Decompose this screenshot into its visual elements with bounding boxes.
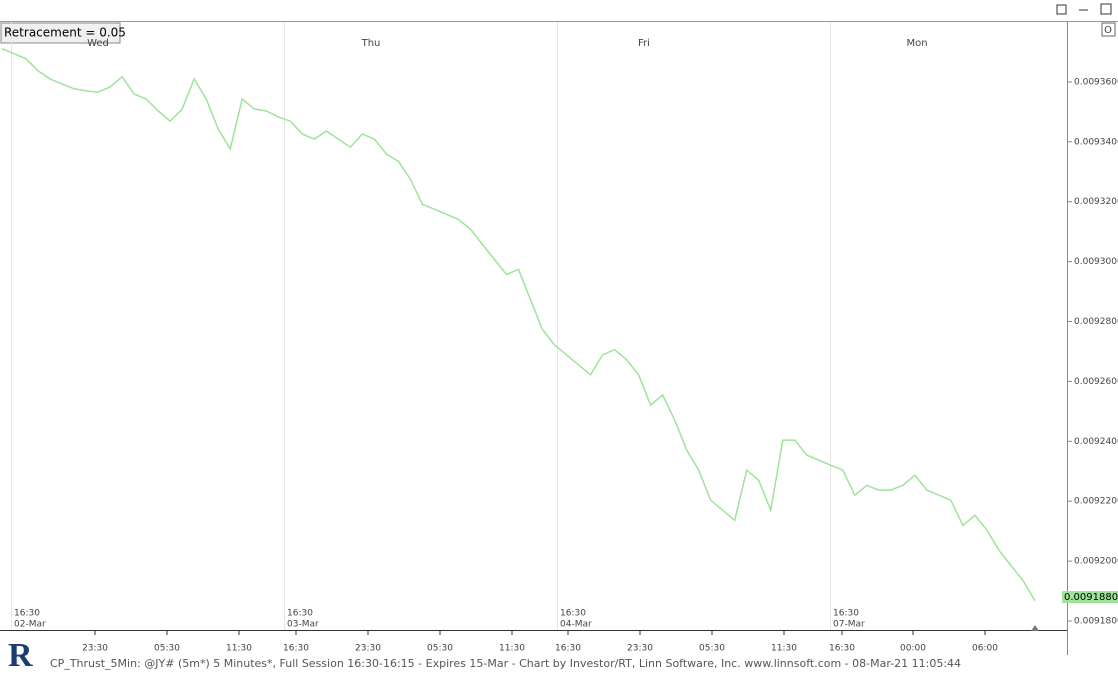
x-tick-label: 23:30 <box>627 644 653 654</box>
x-tick-label: 05:30 <box>427 644 453 654</box>
day-name: Fri <box>638 38 650 49</box>
x-tick-label: 23:30 <box>355 644 381 654</box>
x-tick-label: 00:00 <box>900 644 926 654</box>
logo: R <box>8 637 33 674</box>
maximize-button[interactable] <box>1100 3 1112 15</box>
x-tick-label: 11:30 <box>771 644 797 654</box>
footer: CP_Thrust_5Min: @JY# (5m*) 5 Minutes*, F… <box>50 657 961 670</box>
day-name: Wed <box>87 38 109 49</box>
indicator-box <box>0 22 121 44</box>
y-tick-label: 0.0093000 <box>1074 257 1118 267</box>
x-tick-label: 05:30 <box>699 644 725 654</box>
options-button[interactable] <box>1101 22 1116 37</box>
x-tick-label: 16:30 <box>829 644 855 654</box>
x-tick-label: 11:30 <box>499 644 525 654</box>
y-tick-label: 0.0092000 <box>1074 557 1118 567</box>
y-tick-label: 0.0092400 <box>1074 437 1118 447</box>
day-time: 16:30 <box>287 609 313 619</box>
x-tick-label: 05:30 <box>154 644 180 654</box>
last-bar-marker <box>1031 625 1039 631</box>
day-date: 03-Mar <box>287 620 319 630</box>
day-time: 16:30 <box>560 609 586 619</box>
day-date: 07-Mar <box>833 620 865 630</box>
day-time: 16:30 <box>833 609 859 619</box>
last-price-label: 0.0091880 <box>1064 592 1118 603</box>
restore-button[interactable] <box>1056 4 1067 15</box>
day-time: 16:30 <box>14 609 40 619</box>
y-tick-label: 0.0092800 <box>1074 317 1118 327</box>
x-tick-label: 23:30 <box>82 644 108 654</box>
day-date: 04-Mar <box>560 620 592 630</box>
x-tick-label: 16:30 <box>555 644 581 654</box>
y-tick-label: 0.0093600 <box>1074 77 1118 87</box>
x-tick-label: 06:00 <box>972 644 998 654</box>
y-tick-label: 0.0091800 <box>1074 617 1118 627</box>
last-price-box <box>1062 591 1118 604</box>
options-glyph: O <box>1104 25 1112 36</box>
price-line <box>1 48 1036 601</box>
y-tick-label: 0.0092200 <box>1074 497 1118 507</box>
day-name: Thu <box>361 38 381 49</box>
x-tick-label: 11:30 <box>226 644 252 654</box>
day-date: 02-Mar <box>14 620 46 630</box>
y-tick-label: 0.0093200 <box>1074 197 1118 207</box>
indicator-label: Retracement = 0.05 <box>4 26 126 40</box>
y-tick-label: 0.0093400 <box>1074 137 1118 147</box>
x-tick-label: 16:30 <box>283 644 309 654</box>
y-tick-label: 0.0092600 <box>1074 377 1118 387</box>
logo-letter: R <box>8 637 33 672</box>
day-name: Mon <box>906 38 927 49</box>
